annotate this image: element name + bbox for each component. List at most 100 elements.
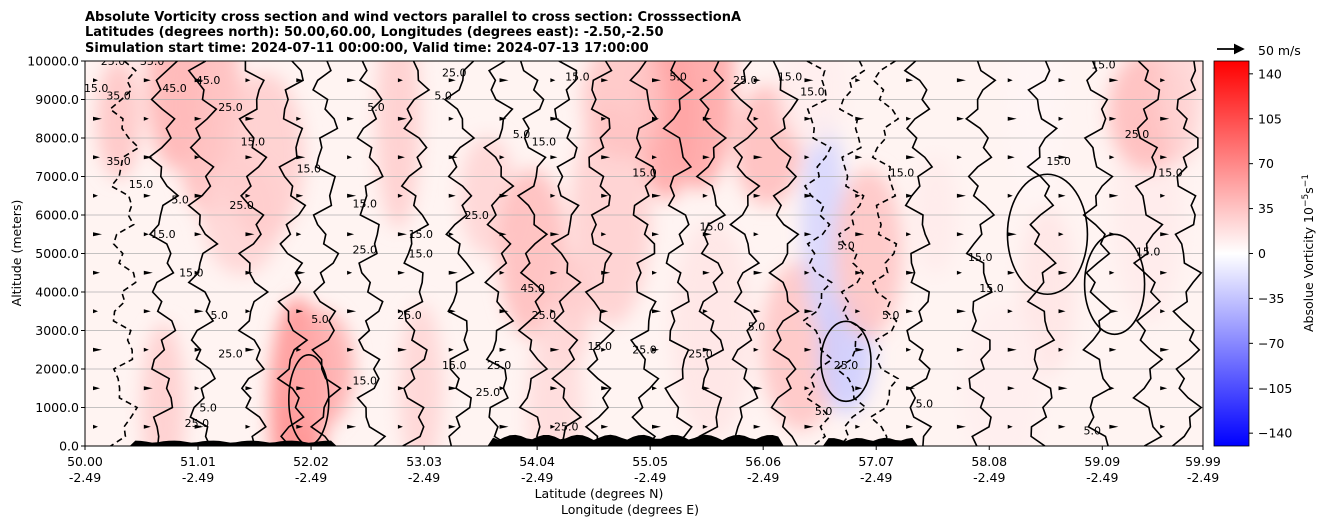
contour-label: 25.0 [733, 74, 758, 87]
x-tick-label-lat: 59.09 [1084, 454, 1120, 469]
wind-vector [143, 270, 153, 275]
contour-label: 15.0 [565, 70, 590, 83]
contour-labels: 25.0 35.035.015.0 45.045.025.035.015.05.0 2… [85, 55, 1183, 437]
contour-line [148, 61, 180, 446]
wind-vector [245, 386, 253, 391]
contour-label: 15.0 [297, 163, 322, 176]
vorticity-blob [224, 72, 305, 243]
contour-label: 15.0 [408, 247, 433, 260]
wind-vector [906, 270, 916, 275]
wind-vector [93, 155, 100, 160]
wind-vector [1058, 232, 1064, 237]
wind-vector [296, 193, 304, 198]
wind-vector [906, 78, 914, 83]
wind-vector [1007, 78, 1013, 83]
wind-vector [1058, 347, 1064, 352]
contour-label: 5.0 [434, 90, 452, 103]
y-tick-label: 10000.0 [27, 54, 79, 69]
x-tick-label-lat: 58.08 [971, 454, 1007, 469]
wind-vector [194, 155, 200, 160]
wind-vector [1160, 232, 1170, 237]
wind-vector [652, 78, 661, 83]
contour-label: 25.0 [632, 344, 657, 357]
wind-vector [93, 116, 102, 121]
wind-vector [347, 270, 353, 275]
contour-label: 25.0 [353, 244, 378, 257]
contour-line [662, 61, 694, 446]
contour-label: 25.0 [688, 347, 713, 360]
wind-vector [1007, 347, 1017, 352]
contour-label: 45.0 [520, 282, 545, 295]
contour-label: 25.0 [464, 209, 489, 222]
wind-vector [143, 193, 151, 198]
title-line-3: Simulation start time: 2024-07-11 00:00:… [85, 41, 649, 56]
wind-vector [906, 116, 912, 121]
contour-label: 15.0 [632, 167, 657, 180]
contour-line [695, 61, 728, 446]
wind-vector [448, 309, 456, 314]
contour-label: 5.0 [916, 398, 934, 411]
wind-vector [804, 270, 810, 275]
wind-vector [296, 232, 302, 237]
wind-vector [1160, 347, 1170, 352]
wind-vector [906, 232, 912, 237]
colorbar-label-unit-exponent: −1 [1301, 174, 1311, 187]
contour-line [729, 61, 761, 446]
x-tick-label-lon: -2.49 [747, 470, 779, 485]
wind-vector [1007, 193, 1013, 198]
wind-vector [499, 232, 507, 237]
wind-vector [194, 424, 204, 429]
wind-vector [499, 193, 509, 198]
wind-vector [93, 270, 100, 275]
colorbar-tick-label: −35 [1258, 291, 1284, 306]
wind-vector [855, 232, 865, 237]
wind-vector [956, 386, 962, 391]
wind-vector [1058, 155, 1068, 160]
wind-vector [804, 424, 814, 429]
contour-label: 5.0 [882, 309, 900, 322]
contour-label: 15.0 [442, 359, 467, 372]
wind-vector [702, 193, 708, 198]
y-tick-label: 5000.0 [35, 246, 79, 261]
wind-vector [855, 347, 865, 352]
wind-vector [804, 155, 810, 160]
quiver-key-label: 50 m/s [1258, 43, 1301, 58]
contour-label: 35.0 [140, 55, 165, 68]
wind-vector [1007, 116, 1017, 121]
contour-label: 25.0 [487, 359, 512, 372]
wind-vector [448, 386, 458, 391]
x-tick-label-lat: 54.04 [519, 454, 555, 469]
wind-vector [1058, 116, 1064, 121]
contour-line [964, 61, 997, 446]
colorbar-label-text: Absolue Vorticity 10 [1301, 207, 1316, 332]
wind-vector [652, 270, 657, 275]
colorbar-tick-label: 70 [1258, 156, 1274, 171]
wind-vector [550, 424, 556, 429]
contour-line [1132, 61, 1164, 446]
wind-vector [753, 116, 759, 121]
contour-line [482, 61, 515, 446]
wind-vector [347, 347, 355, 352]
wind-vector [397, 347, 407, 352]
y-tick-label: 7000.0 [35, 169, 79, 184]
title-line-2: Latitudes (degrees north): 50.00,60.00, … [85, 25, 664, 40]
wind-vector [753, 309, 761, 314]
wind-vector [93, 347, 102, 352]
x-tick-label-lat: 55.05 [632, 454, 668, 469]
wind-vector [804, 193, 814, 198]
wind-vector [702, 270, 710, 275]
vorticity-blob [141, 322, 186, 446]
wind-vector [1109, 347, 1117, 352]
wind-vector [753, 232, 759, 237]
wind-vector [245, 193, 251, 198]
y-tick-label: 8000.0 [35, 131, 79, 146]
wind-vector [753, 424, 761, 429]
contour-label: 5.0 [171, 193, 189, 206]
wind-vector [448, 116, 454, 121]
wind-vector [397, 155, 405, 160]
wind-vector [1007, 270, 1015, 275]
contour-label: 5.0 [211, 309, 229, 322]
contour-label: 5.0 [815, 405, 833, 418]
wind-vector [397, 116, 407, 121]
